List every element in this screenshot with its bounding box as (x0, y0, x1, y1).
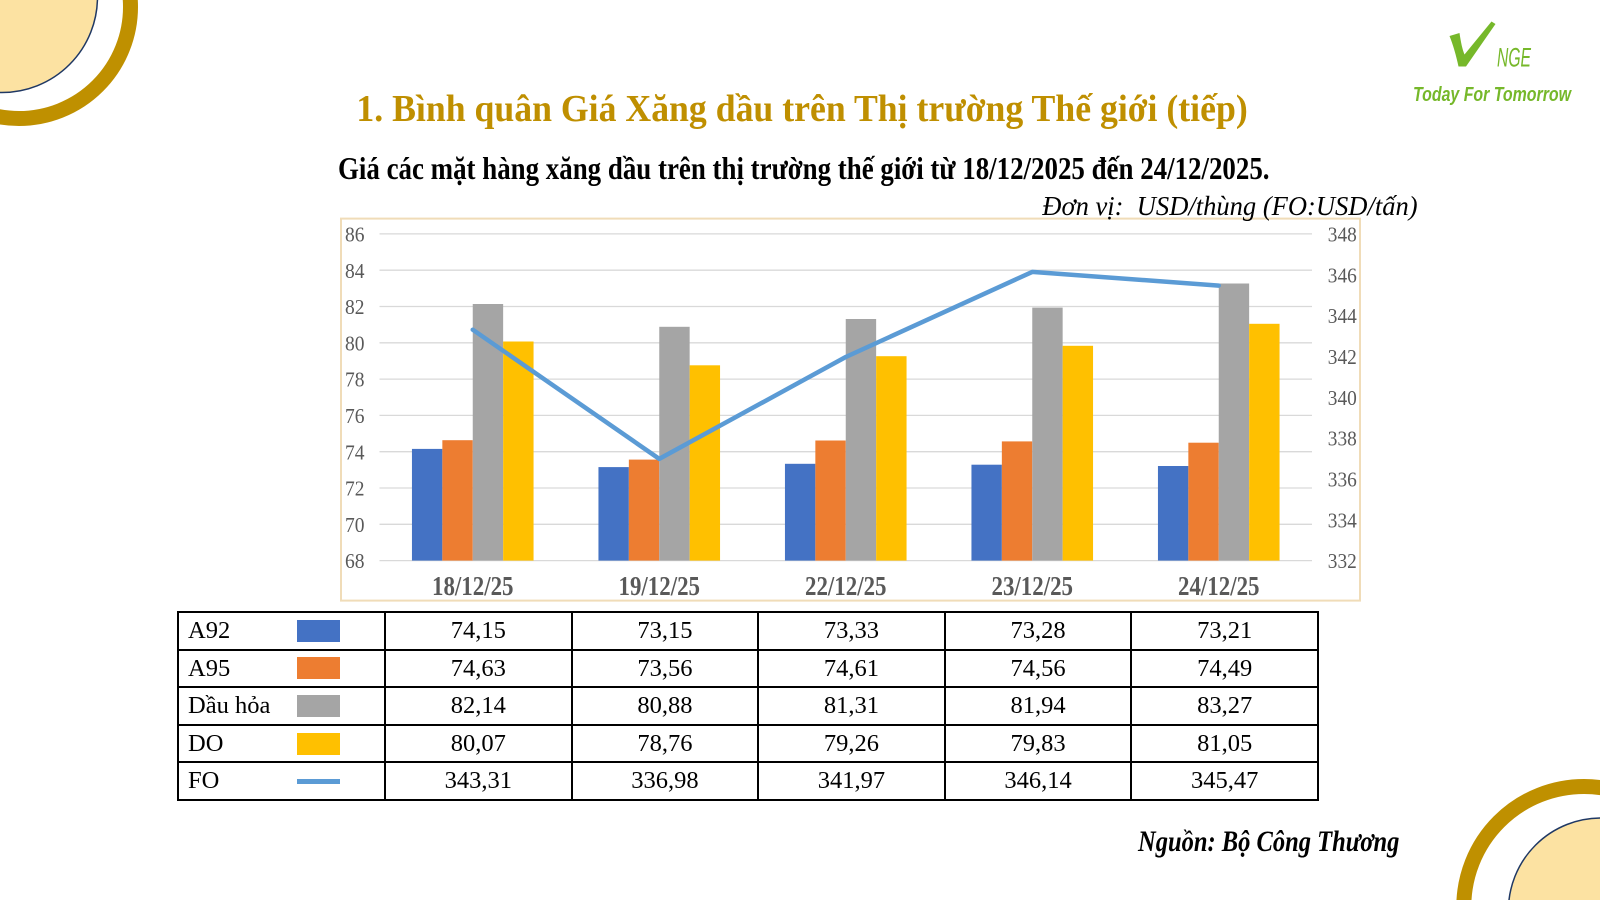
svg-text:23/12/25: 23/12/25 (992, 570, 1074, 601)
svg-text:18/12/25: 18/12/25 (432, 570, 514, 601)
svg-text:76: 76 (345, 404, 365, 428)
svg-text:70: 70 (345, 513, 365, 537)
svg-text:348: 348 (1328, 223, 1357, 247)
svg-text:332: 332 (1328, 549, 1357, 573)
svg-text:338: 338 (1328, 427, 1357, 451)
svg-text:340: 340 (1328, 386, 1357, 410)
svg-text:22/12/25: 22/12/25 (805, 570, 887, 601)
svg-text:68: 68 (345, 549, 365, 573)
svg-text:84: 84 (345, 259, 365, 283)
svg-text:74: 74 (345, 440, 365, 464)
svg-text:342: 342 (1328, 345, 1357, 369)
svg-text:336: 336 (1328, 468, 1357, 492)
svg-text:72: 72 (345, 477, 365, 501)
svg-text:344: 344 (1328, 304, 1357, 328)
svg-text:NGE: NGE (1497, 43, 1532, 73)
svg-text:78: 78 (345, 368, 365, 392)
svg-text:346: 346 (1328, 263, 1357, 287)
svg-text:86: 86 (345, 223, 365, 247)
svg-text:82: 82 (345, 295, 365, 319)
svg-text:80: 80 (345, 331, 365, 355)
svg-text:19/12/25: 19/12/25 (619, 570, 701, 601)
svg-text:Today For Tomorrow: Today For Tomorrow (1413, 84, 1572, 106)
svg-text:334: 334 (1328, 508, 1357, 532)
svg-text:24/12/25: 24/12/25 (1178, 570, 1260, 601)
